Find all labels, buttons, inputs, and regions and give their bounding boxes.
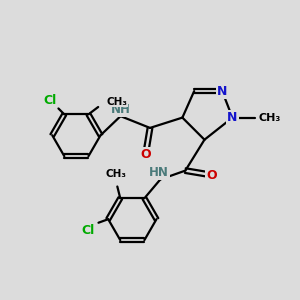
Text: NH: NH [111,103,130,116]
Text: N: N [227,111,238,124]
Text: CH₃: CH₃ [106,97,127,107]
Text: N: N [217,85,227,98]
Text: CH₃: CH₃ [105,169,126,179]
Text: Cl: Cl [44,94,57,107]
Text: CH₃: CH₃ [258,112,280,123]
Text: O: O [140,148,151,161]
Text: Cl: Cl [82,224,95,237]
Text: O: O [206,169,217,182]
Text: HN: HN [149,167,169,179]
